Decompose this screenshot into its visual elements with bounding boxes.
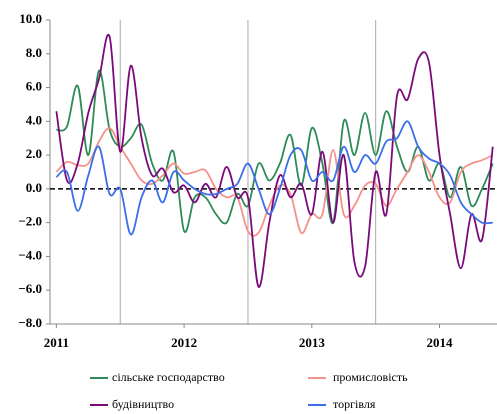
line-series <box>55 120 493 236</box>
y-tick-label: 6.0 <box>26 79 42 94</box>
legend-label: сільське господарство <box>112 370 225 384</box>
legend-label: будівництво <box>112 397 174 411</box>
legend-label: торгівля <box>333 397 376 411</box>
y-tick-label: −4.0 <box>18 247 42 262</box>
y-tick-label: −6.0 <box>18 281 42 296</box>
y-tick-label: 2.0 <box>26 146 42 161</box>
legend-label: промисловість <box>333 370 408 384</box>
y-tick-label: 4.0 <box>26 112 42 127</box>
y-tick-label: −2.0 <box>18 214 42 229</box>
y-tick-label: 10.0 <box>19 11 42 26</box>
x-tick-label: 2012 <box>171 335 197 350</box>
x-tick-label: 2013 <box>299 335 326 350</box>
line-series <box>55 33 494 288</box>
y-tick-label: 0.0 <box>26 180 42 195</box>
x-tick-label: 2011 <box>44 335 69 350</box>
y-tick-label: −8.0 <box>18 315 42 330</box>
y-tick-label: 8.0 <box>26 45 42 60</box>
x-tick-label: 2014 <box>427 335 454 350</box>
